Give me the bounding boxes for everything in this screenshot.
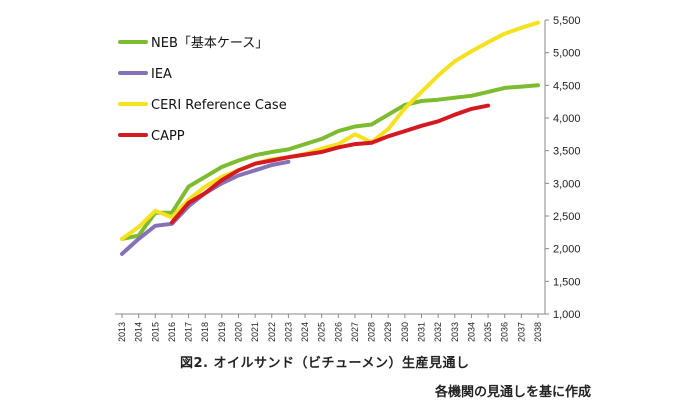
series-lines (120, 20, 540, 256)
figure-caption: 図2. オイルサンド（ビチューメン）生産見通し (180, 356, 470, 371)
legend-label-0: NEB「基本ケース」 (151, 36, 268, 51)
x-tick-label: 2031 (417, 322, 427, 342)
y-tick-labels: 1,000 1,500 2,000 2,500 3,000 3,500 4,000 4,500… (545, 15, 581, 321)
x-tick-label: 2036 (500, 322, 510, 342)
x-tick-label: 2017 (184, 322, 194, 342)
legend: NEB「基本ケース」 IEA CERI Reference Case CAPP (118, 36, 287, 144)
x-tick-label: 2021 (250, 322, 260, 342)
x-tick-label: 2018 (200, 322, 210, 342)
x-tick-label: 2015 (150, 322, 160, 342)
y-tick-label: 1,000 (553, 309, 581, 321)
x-tick-label: 2028 (367, 322, 377, 342)
axes (115, 20, 546, 315)
series-line-3 (169, 103, 491, 225)
x-tick-label: 2013 (117, 322, 127, 342)
x-tick-label: 2019 (217, 322, 227, 342)
y-tick-label: 2,500 (553, 211, 581, 223)
x-tick-label: 2034 (466, 322, 476, 342)
y-tick-label: 4,000 (553, 113, 581, 125)
x-tick-label: 2027 (350, 322, 360, 342)
x-tick-label: 2020 (233, 322, 243, 342)
y-tick-label: 5,000 (553, 48, 581, 60)
x-tick-label: 2038 (533, 322, 543, 342)
y-tick-label: 5,500 (553, 15, 581, 27)
source-note: 各機関の見通しを基に作成 (435, 385, 592, 400)
x-tick-label: 2032 (433, 322, 443, 342)
y-tick-label: 3,000 (553, 178, 581, 190)
y-tick-label: 3,500 (553, 146, 581, 158)
legend-label-2: CERI Reference Case (151, 98, 287, 113)
x-tick-label: 2022 (267, 322, 277, 342)
x-tick-label: 2026 (333, 322, 343, 342)
x-tick-label: 2035 (483, 322, 493, 342)
x-tick-label: 2016 (167, 322, 177, 342)
y-tick-label: 2,000 (553, 244, 581, 256)
x-tick-labels: 2013 2014 2015 2016 2017 2018 2019 2020 2021 2022… (117, 314, 543, 342)
x-tick-label: 2033 (450, 322, 460, 342)
x-tick-label: 2030 (400, 322, 410, 342)
y-tick-label: 1,500 (553, 276, 581, 288)
series-line-2 (120, 20, 540, 241)
x-tick-label: 2029 (383, 322, 393, 342)
legend-label-1: IEA (151, 67, 172, 82)
y-tick-label: 4,500 (553, 80, 581, 92)
series-line-0 (120, 83, 540, 241)
x-tick-label: 2023 (283, 322, 293, 342)
x-tick-label: 2025 (317, 322, 327, 342)
x-tick-label: 2014 (134, 322, 144, 342)
x-tick-label: 2024 (300, 322, 310, 342)
x-tick-label: 2037 (516, 322, 526, 342)
legend-label-3: CAPP (151, 129, 185, 144)
